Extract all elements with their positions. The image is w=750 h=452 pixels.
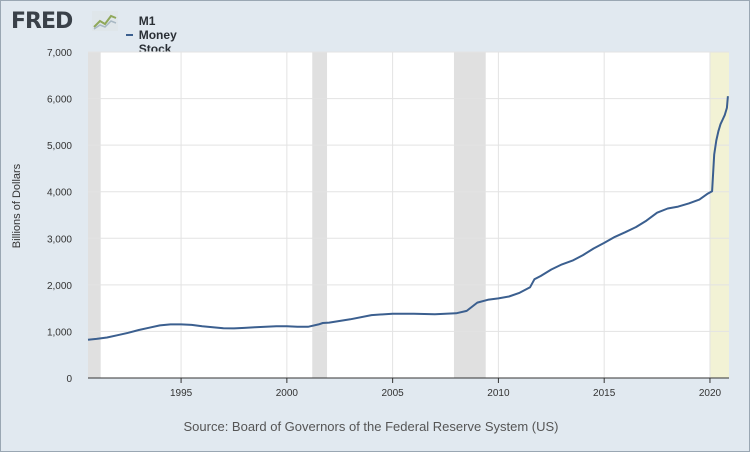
x-tick-label: 2010	[487, 388, 510, 399]
x-tick-label: 1995	[170, 388, 193, 399]
y-tick-label: 3,000	[47, 234, 72, 245]
x-tick-label: 2015	[593, 388, 616, 399]
chart-plot[interactable]: 0 1,000 2,000 3,000 4,000 5,000 6,000 7,000 1995…	[1, 1, 749, 411]
y-tick-label: 0	[66, 374, 72, 385]
fred-logo[interactable]: FRED	[11, 9, 73, 34]
chart-line-icon	[92, 11, 118, 31]
legend-swatch	[126, 34, 133, 36]
y-tick-label: 4,000	[47, 188, 72, 199]
y-tick-label: 1,000	[47, 327, 72, 338]
x-tick-label: 2005	[382, 388, 405, 399]
y-tick-label: 7,000	[47, 48, 72, 59]
recession-band	[312, 52, 328, 378]
y-tick-label: 6,000	[47, 95, 72, 106]
recession-band	[453, 52, 486, 378]
recession-band	[88, 52, 101, 378]
y-tick-label: 5,000	[47, 141, 72, 152]
plot-area	[88, 52, 729, 378]
highlight-band	[709, 52, 729, 378]
x-tick-label: 2000	[276, 388, 299, 399]
source-note[interactable]: Source: Board of Governors of the Federa…	[183, 419, 559, 434]
series-line	[87, 96, 729, 341]
x-tick-label: 2020	[699, 388, 722, 399]
y-tick-label: 2,000	[47, 281, 72, 292]
